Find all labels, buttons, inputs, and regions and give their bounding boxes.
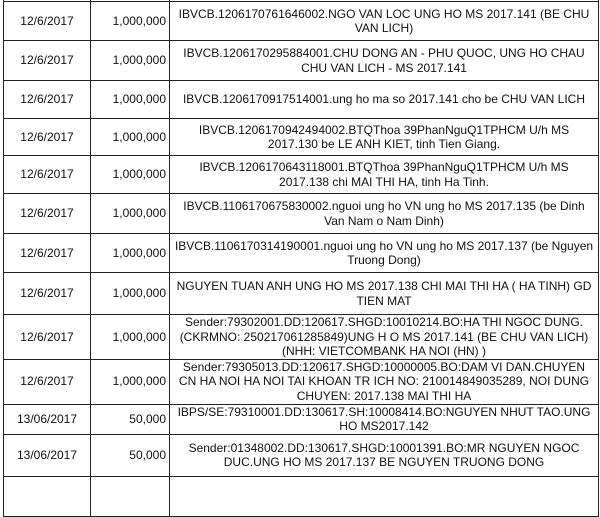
date-cell: 12/6/2017 xyxy=(3,80,91,119)
description-cell: IBVCB.1206170761646002.NGO VAN LOC UNG H… xyxy=(169,1,599,41)
description-cell: IBVCB.1106170314190001.nguoi ung ho VN u… xyxy=(169,233,599,273)
table-row: 12/6/2017 1,000,000 IBVCB.1206170917514001… xyxy=(3,80,599,119)
date-cell xyxy=(3,475,91,517)
donation-table: 12/6/2017 1,000,000 IBVCB.1206170761646002… xyxy=(3,0,599,517)
table-row: 12/6/2017 1,000,000 NGUYEN TUAN ANH UNG HO… xyxy=(3,272,599,315)
table-row: 12/6/2017 1,000,000 IBVCB.1106170314190001… xyxy=(3,233,599,273)
table-row: 12/6/2017 1,000,000 IBVCB.1206170942494002… xyxy=(3,118,599,156)
description-cell: IBVCB.1206170917514001.ung ho ma so 2017… xyxy=(169,80,599,119)
date-cell: 12/6/2017 xyxy=(3,193,91,234)
table-row xyxy=(3,475,599,517)
table-row: 12/6/2017 1,000,000 IBVCB.1206170295884001… xyxy=(3,40,599,81)
amount-cell: 1,000,000 xyxy=(90,193,170,234)
amount-cell: 1,000,000 xyxy=(90,1,170,41)
amount-cell: 1,000,000 xyxy=(90,40,170,81)
date-cell: 12/6/2017 xyxy=(3,118,91,156)
table-row: 12/6/2017 1,000,000 IBVCB.1106170675830002… xyxy=(3,193,599,234)
date-cell: 12/6/2017 xyxy=(3,40,91,81)
date-cell: 12/6/2017 xyxy=(3,272,91,315)
date-cell: 12/6/2017 xyxy=(3,314,91,360)
description-cell: Sender:79302001.DD:120617.SHGD:10010214.… xyxy=(169,314,599,360)
table-row: 12/6/2017 1,000,000 IBVCB.1206170761646002… xyxy=(3,1,599,41)
table-row: 12/6/2017 1,000,000 Sender:79305013.DD:120… xyxy=(3,358,599,405)
amount-cell: 1,000,000 xyxy=(90,272,170,315)
description-cell: IBVCB.1206170295884001.CHU DONG AN - PHU… xyxy=(169,40,599,81)
amount-cell: 1,000,000 xyxy=(90,358,170,405)
amount-cell: 1,000,000 xyxy=(90,155,170,194)
amount-cell: 1,000,000 xyxy=(90,118,170,156)
description-cell: IBVCB.1206170643118001.BTQThoa 39PhanNgu… xyxy=(169,155,599,194)
date-cell: 12/6/2017 xyxy=(3,233,91,273)
description-cell: IBVCB.1106170675830002.nguoi ung ho VN u… xyxy=(169,193,599,234)
description-cell: IBPS/SE:79310001.DD:130617.SH:10008414.B… xyxy=(169,403,599,435)
table-row: 12/6/2017 1,000,000 IBVCB.1206170643118001… xyxy=(3,155,599,194)
amount-cell xyxy=(90,475,170,517)
amount-cell: 50,000 xyxy=(90,403,170,435)
description-cell: NGUYEN TUAN ANH UNG HO MS 2017.138 CHI M… xyxy=(169,272,599,315)
date-cell: 12/6/2017 xyxy=(3,1,91,41)
amount-cell: 1,000,000 xyxy=(90,80,170,119)
table-row: 13/06/2017 50,000 IBPS/SE:79310001.DD:1306… xyxy=(3,403,599,435)
date-cell: 12/6/2017 xyxy=(3,358,91,405)
date-cell: 12/6/2017 xyxy=(3,155,91,194)
description-cell: IBVCB.1206170942494002.BTQThoa 39PhanNgu… xyxy=(169,118,599,156)
date-cell: 13/06/2017 xyxy=(3,403,91,435)
amount-cell: 1,000,000 xyxy=(90,233,170,273)
amount-cell: 50,000 xyxy=(90,433,170,477)
table-row: 13/06/2017 50,000 Sender:01348002.DD:13061… xyxy=(3,433,599,477)
description-cell: Sender:01348002.DD:130617.SHGD:10001391.… xyxy=(169,433,599,477)
table-row: 12/6/2017 1,000,000 Sender:79302001.DD:120… xyxy=(3,314,599,360)
date-cell: 13/06/2017 xyxy=(3,433,91,477)
description-cell xyxy=(169,475,599,517)
description-cell: Sender:79305013.DD:120617.SHGD:10000005.… xyxy=(169,358,599,405)
amount-cell: 1,000,000 xyxy=(90,314,170,360)
